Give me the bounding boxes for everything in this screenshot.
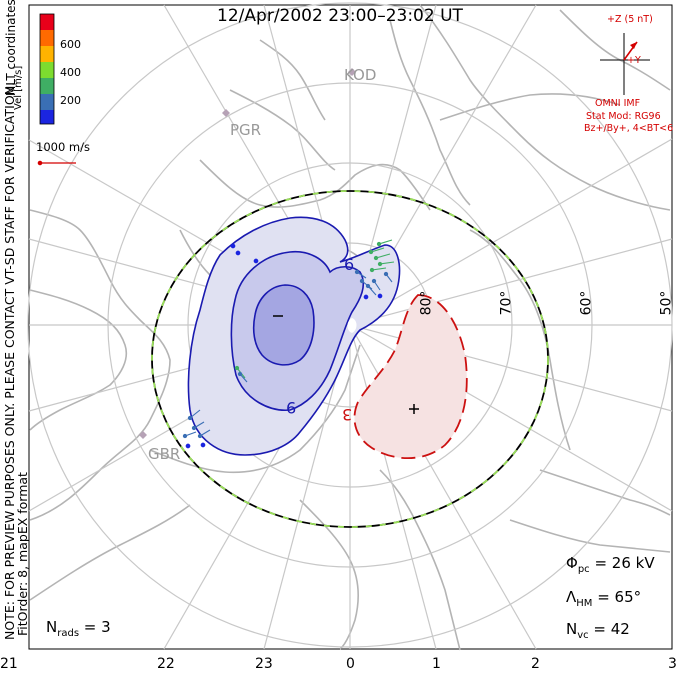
colorbar-tick-400: 400 xyxy=(60,66,81,79)
station-marker-gbr xyxy=(139,431,147,439)
latitude-label-60: 60° xyxy=(578,290,595,316)
vector-count: Nvc = 42 xyxy=(566,620,630,641)
latitude-label-70: 70° xyxy=(498,290,515,316)
positive-convection-cell xyxy=(353,294,468,460)
imf-y-label: +Y xyxy=(627,55,641,66)
mlt-hour-0: 0 xyxy=(346,656,355,672)
phi-pc-value: 26 kV xyxy=(611,554,655,572)
station-label-kod: KOD xyxy=(344,66,377,84)
hm-boundary-latitude: ΛHM = 65° xyxy=(566,588,642,609)
negative-convection-cell xyxy=(187,216,401,456)
radar-count: Nrads = 3 xyxy=(46,618,111,639)
station-marker-kod xyxy=(348,68,356,76)
fit-order-note: FitOrder: 8, mapEX format xyxy=(15,472,30,636)
scale-vector xyxy=(37,160,76,166)
colorbar-tick-600: 600 xyxy=(60,38,81,51)
map-title: 12/Apr/2002 23:00–23:02 UT xyxy=(217,6,463,26)
lambda-hm-value: 65° xyxy=(614,588,642,606)
colorbar-tick-200: 200 xyxy=(60,94,81,107)
imf-z-label: +Z (5 nT) xyxy=(607,14,653,25)
coordinate-system-note: MLT coordinates xyxy=(4,0,18,96)
velocity-colorbar xyxy=(39,13,55,125)
imf-source: OMNI IMF xyxy=(595,98,641,109)
imf-condition: Bz+/By+, 4<BT<6 xyxy=(584,123,674,134)
mlt-hour-23: 23 xyxy=(255,656,273,672)
station-markers xyxy=(139,68,356,439)
positive-contour-label-3: 3 xyxy=(342,405,353,424)
scale-vector-label: 1000 m/s xyxy=(36,140,90,154)
mlt-hour-3: 3 xyxy=(668,656,677,672)
mlt-hour-21: 21 xyxy=(0,656,18,672)
station-label-pgr: PGR xyxy=(230,121,262,139)
mlt-hour-2: 2 xyxy=(531,656,540,672)
n-rads-value: 3 xyxy=(101,618,111,636)
imf-model: Stat Mod: RG96 xyxy=(586,111,661,122)
imf-dial xyxy=(600,33,650,95)
station-label-gbr: GBR xyxy=(148,445,181,463)
velocity-vectors xyxy=(182,239,395,449)
hm-boundary-green xyxy=(151,190,549,528)
n-vc-value: 42 xyxy=(610,620,630,638)
latitude-label-80: 80° xyxy=(418,290,435,316)
negative-contour-label-9: 9 xyxy=(286,398,297,417)
latitude-label-50: 50° xyxy=(658,290,675,316)
mlt-hour-1: 1 xyxy=(432,656,441,672)
cross-polar-cap-potential: Φpc = 26 kV xyxy=(566,554,655,575)
negative-contour-label-6: 6 xyxy=(344,255,355,274)
station-marker-pgr xyxy=(222,109,230,117)
cell-center-markers xyxy=(273,315,419,414)
mlt-hour-22: 22 xyxy=(157,656,175,672)
pole-marker xyxy=(347,318,357,333)
